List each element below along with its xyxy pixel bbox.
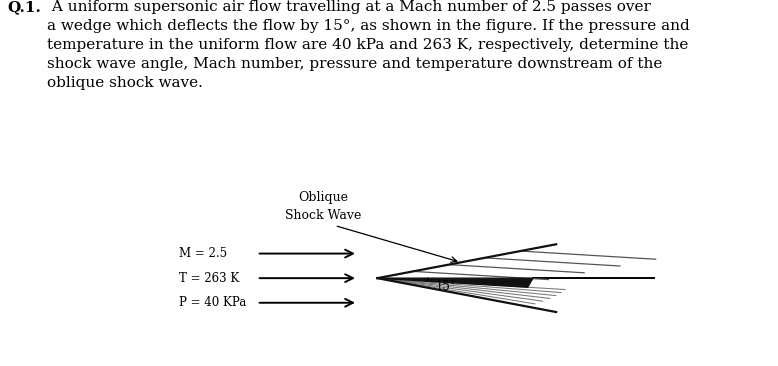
Polygon shape <box>377 278 533 287</box>
Text: A uniform supersonic air flow travelling at a Mach number of 2.5 passes over
a w: A uniform supersonic air flow travelling… <box>47 0 690 90</box>
Text: Oblique: Oblique <box>298 191 348 204</box>
Text: T = 263 K: T = 263 K <box>179 272 239 285</box>
Text: Q.1.: Q.1. <box>8 0 42 14</box>
Text: M = 2.5: M = 2.5 <box>179 247 227 260</box>
Text: P = 40 KPa: P = 40 KPa <box>179 296 246 309</box>
Text: 15°: 15° <box>436 280 457 292</box>
Text: Shock Wave: Shock Wave <box>285 209 361 222</box>
